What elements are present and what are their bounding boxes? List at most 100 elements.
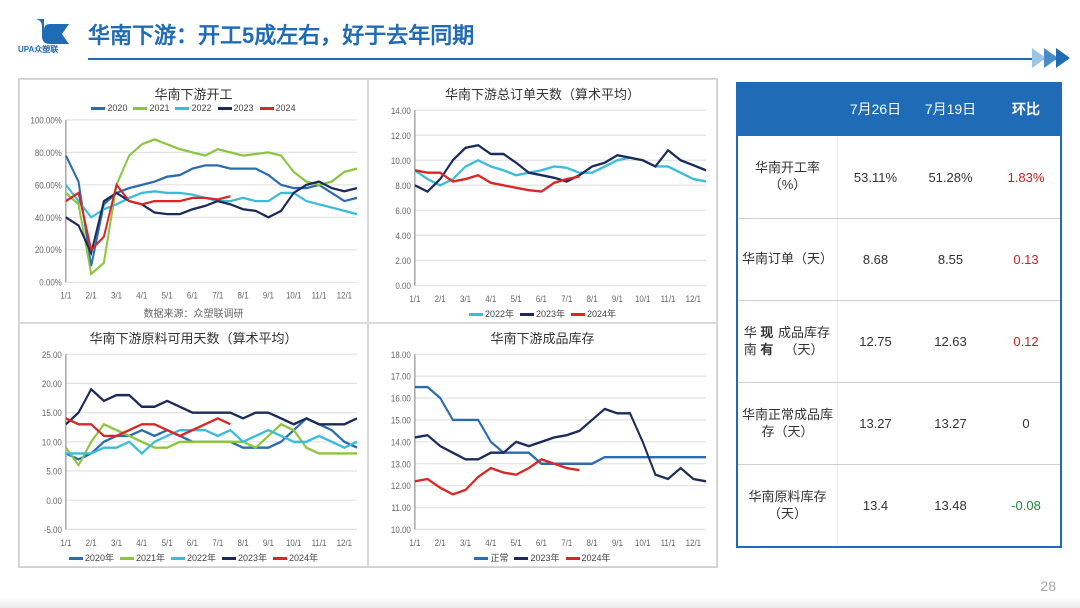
legend-swatch [260,107,274,110]
logo-icon: UPA众塑联 [14,14,74,54]
legend-item: 2020 [91,103,127,113]
row-delta: -0.08 [988,465,1064,546]
legend-item: 2023年 [222,551,267,564]
svg-text:25.00: 25.00 [42,349,62,360]
title-underline [88,58,1068,60]
chart-1-legend: 20202021202220232024 [24,103,363,113]
legend-item: 2021 [133,103,169,113]
svg-text:14.00: 14.00 [391,105,411,116]
charts-grid: 华南下游开工 20202021202220232024 0.00%20.00%4… [18,78,718,568]
row-label: 华南正常成品库存（天） [738,383,838,464]
svg-text:1/1: 1/1 [409,293,420,304]
row-val-2: 51.28% [913,136,988,218]
svg-text:18.00: 18.00 [391,349,411,360]
svg-text:12/1: 12/1 [686,293,702,304]
svg-text:8/1: 8/1 [238,290,249,301]
row-val-2: 12.63 [913,301,988,382]
svg-text:1/1: 1/1 [60,537,71,548]
svg-text:5/1: 5/1 [511,537,522,548]
row-label: 华南现有成品库存（天） [738,301,838,382]
legend-swatch [120,557,134,560]
svg-text:20.00%: 20.00% [35,245,62,256]
legend-item: 2024年 [273,551,318,564]
row-val-2: 13.27 [913,383,988,464]
svg-text:7/1: 7/1 [561,293,572,304]
svg-text:3/1: 3/1 [111,537,122,548]
table-header: 7月26日 7月19日 环比 [738,82,1060,136]
th-col2: 7月19日 [913,82,988,136]
th-blank [738,82,838,136]
table-row: 华南正常成品库存（天）13.2713.270 [738,382,1060,464]
svg-text:6/1: 6/1 [536,293,547,304]
svg-text:0.00: 0.00 [46,495,62,506]
row-delta: 0.12 [988,301,1064,382]
svg-text:9/1: 9/1 [612,293,623,304]
svg-text:7/1: 7/1 [212,537,223,548]
chart-2-legend: 2022年2023年2024年 [373,307,712,320]
svg-text:6/1: 6/1 [187,290,198,301]
svg-text:11/1: 11/1 [312,290,327,301]
svg-text:6.00: 6.00 [395,205,411,216]
table-row: 华南订单（天）8.688.550.13 [738,218,1060,300]
svg-text:7/1: 7/1 [212,290,223,301]
table-row: 华南现有成品库存（天）12.7512.630.12 [738,300,1060,382]
chart-2-title: 华南下游总订单天数（算术平均） [373,84,712,103]
svg-text:9/1: 9/1 [263,537,274,548]
svg-text:7/1: 7/1 [561,537,572,548]
svg-text:80.00%: 80.00% [35,147,62,158]
chart-3: 华南下游原料可用天数（算术平均） -5.000.005.0010.0015.00… [19,323,368,567]
svg-text:10.00: 10.00 [391,155,411,166]
row-val-1: 12.75 [838,301,913,382]
svg-text:4.00: 4.00 [395,230,411,241]
svg-text:5/1: 5/1 [162,537,173,548]
svg-text:2/1: 2/1 [435,293,446,304]
svg-text:40.00%: 40.00% [35,212,62,223]
svg-text:6/1: 6/1 [187,537,198,548]
svg-text:11/1: 11/1 [661,293,676,304]
chart-1-plot: 0.00%20.00%40.00%60.00%80.00%100.00%1/12… [24,113,363,303]
row-delta: 0.13 [988,219,1064,300]
svg-text:10/1: 10/1 [286,290,302,301]
chart-1-title: 华南下游开工 [24,84,363,103]
chart-4-plot: 10.0011.0012.0013.0014.0015.0016.0017.00… [373,347,712,551]
row-val-2: 13.48 [913,465,988,546]
svg-text:11.00: 11.00 [392,502,411,513]
legend-swatch [171,557,185,560]
svg-text:12.00: 12.00 [391,480,411,491]
legend-swatch [469,313,483,316]
legend-swatch [133,107,147,110]
svg-text:20.00: 20.00 [42,378,62,389]
legend-swatch [175,107,189,110]
bottom-shadow [0,598,1080,608]
svg-text:12/1: 12/1 [337,537,353,548]
svg-text:10/1: 10/1 [286,537,302,548]
svg-text:17.00: 17.00 [391,371,411,382]
row-val-2: 8.55 [913,219,988,300]
legend-item: 正常 [474,551,508,564]
svg-text:8/1: 8/1 [238,537,249,548]
svg-text:3/1: 3/1 [460,293,471,304]
svg-text:12.00: 12.00 [391,130,411,141]
svg-text:4/1: 4/1 [136,290,147,301]
svg-text:4/1: 4/1 [136,537,147,548]
row-delta: 0 [988,383,1064,464]
svg-text:UPA众塑联: UPA众塑联 [18,44,58,54]
legend-item: 2023年 [514,551,559,564]
svg-text:10/1: 10/1 [635,293,651,304]
svg-text:15.00: 15.00 [391,415,411,426]
th-col3: 环比 [988,82,1064,136]
svg-text:4/1: 4/1 [485,293,496,304]
svg-text:10.00: 10.00 [42,437,62,448]
legend-item: 2021年 [120,551,165,564]
svg-text:3/1: 3/1 [460,537,471,548]
row-label: 华南订单（天） [738,219,838,300]
legend-item: 2020年 [69,551,114,564]
th-col1: 7月26日 [838,82,913,136]
legend-item: 2023年 [520,307,565,320]
row-val-1: 8.68 [838,219,913,300]
row-val-1: 13.4 [838,465,913,546]
svg-text:100.00%: 100.00% [30,115,62,126]
chart-4-legend: 正常2023年2024年 [373,551,712,564]
svg-text:0.00%: 0.00% [39,277,62,288]
legend-swatch [571,313,585,316]
